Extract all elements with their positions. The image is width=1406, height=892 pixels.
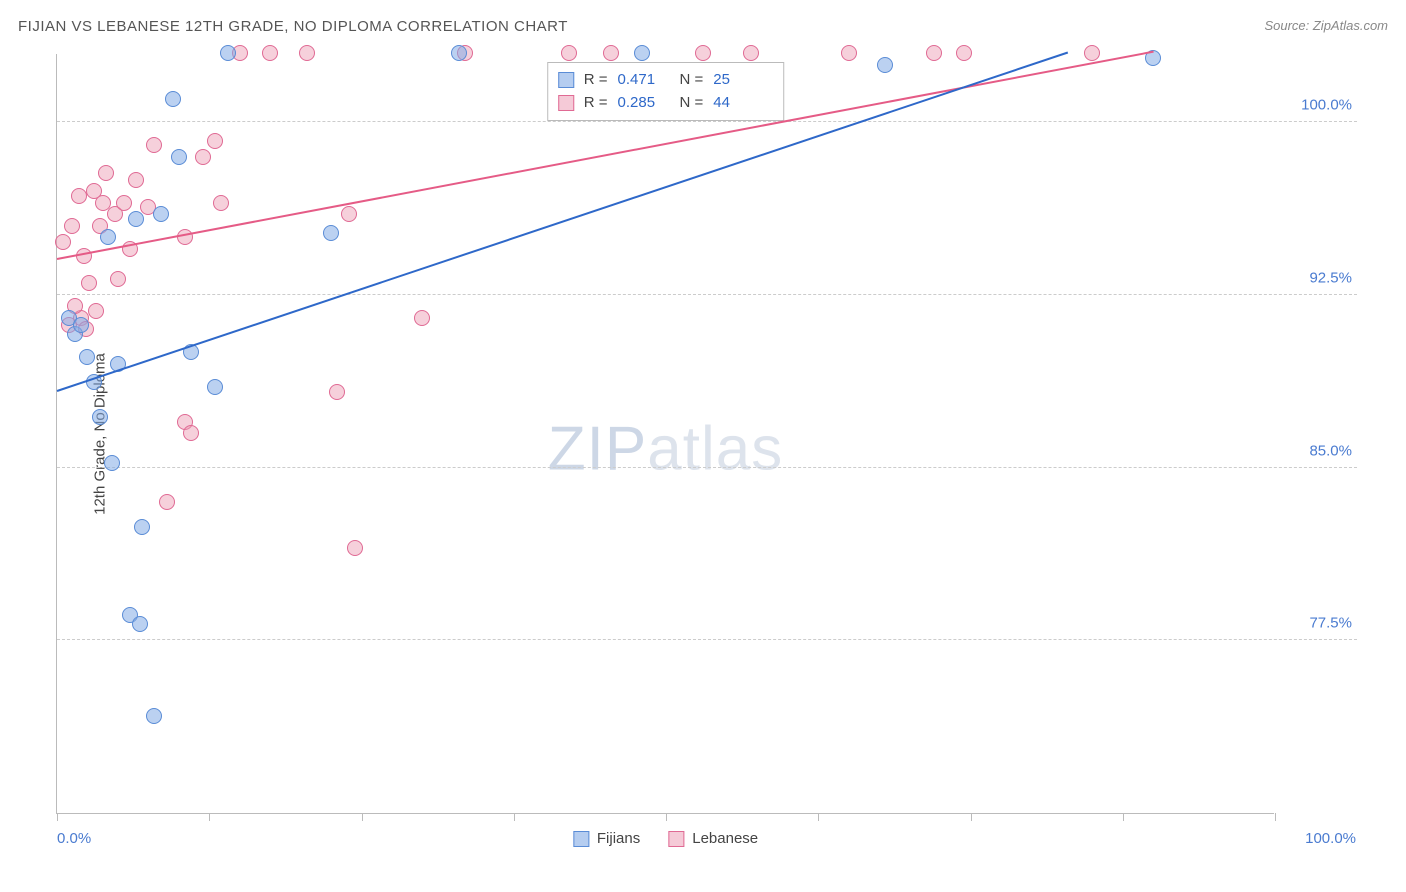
blue-swatch-icon bbox=[558, 72, 574, 88]
fijian-point bbox=[634, 45, 650, 61]
fijian-point bbox=[92, 409, 108, 425]
plot-region: 12th Grade, No Diploma ZIPatlas R =0.471… bbox=[56, 54, 1274, 814]
stats-row: R = 0.471 N = 25 bbox=[558, 69, 766, 92]
n-value: 44 bbox=[713, 92, 765, 115]
fijian-point bbox=[100, 229, 116, 245]
gridline bbox=[57, 121, 1357, 122]
r-label: R = bbox=[584, 69, 608, 92]
lebanese-point bbox=[329, 384, 345, 400]
legend-label: Fijians bbox=[597, 830, 640, 847]
fijian-point bbox=[79, 349, 95, 365]
lebanese-point bbox=[1084, 45, 1100, 61]
lebanese-point bbox=[207, 133, 223, 149]
lebanese-point bbox=[841, 45, 857, 61]
y-tick-label: 85.0% bbox=[1309, 442, 1352, 459]
lebanese-point bbox=[926, 45, 942, 61]
lebanese-point bbox=[55, 234, 71, 250]
fijian-point bbox=[134, 519, 150, 535]
lebanese-point bbox=[603, 45, 619, 61]
gridline bbox=[57, 639, 1357, 640]
fijian-point bbox=[451, 45, 467, 61]
y-tick-label: 100.0% bbox=[1301, 97, 1352, 114]
lebanese-point bbox=[695, 45, 711, 61]
x-tick bbox=[362, 813, 363, 821]
fijian-point bbox=[877, 57, 893, 73]
correlation-stats-box: R = 0.471 N = 25 R = 0.285 N = 44 bbox=[547, 62, 785, 121]
legend-item-fijians: Fijians bbox=[573, 830, 640, 847]
lebanese-point bbox=[183, 425, 199, 441]
chart-area: 12th Grade, No Diploma ZIPatlas R =0.471… bbox=[56, 54, 1356, 814]
x-axis-max-label: 100.0% bbox=[1305, 830, 1356, 847]
lebanese-point bbox=[262, 45, 278, 61]
legend: Fijians Lebanese bbox=[573, 830, 758, 847]
lebanese-point bbox=[414, 310, 430, 326]
legend-item-lebanese: Lebanese bbox=[668, 830, 758, 847]
watermark: ZIPatlas bbox=[548, 413, 783, 484]
x-axis-min-label: 0.0% bbox=[57, 830, 91, 847]
x-tick bbox=[1123, 813, 1124, 821]
lebanese-point bbox=[213, 195, 229, 211]
x-tick bbox=[971, 813, 972, 821]
fijian-point bbox=[171, 149, 187, 165]
lebanese-point bbox=[743, 45, 759, 61]
pink-swatch-icon bbox=[668, 831, 684, 847]
legend-label: Lebanese bbox=[692, 830, 758, 847]
x-tick bbox=[514, 813, 515, 821]
fijian-point bbox=[153, 206, 169, 222]
stats-row: R = 0.285 N = 44 bbox=[558, 92, 766, 115]
r-label: R = bbox=[584, 92, 608, 115]
lebanese-point bbox=[341, 206, 357, 222]
fijian-point bbox=[128, 211, 144, 227]
lebanese-point bbox=[159, 494, 175, 510]
lebanese-point bbox=[561, 45, 577, 61]
lebanese-point bbox=[71, 188, 87, 204]
gridline bbox=[57, 294, 1357, 295]
lebanese-point bbox=[81, 275, 97, 291]
r-value: 0.471 bbox=[618, 69, 670, 92]
x-tick bbox=[818, 813, 819, 821]
lebanese-point bbox=[299, 45, 315, 61]
n-value: 25 bbox=[713, 69, 765, 92]
y-tick-label: 77.5% bbox=[1309, 615, 1352, 632]
fijian-point bbox=[104, 455, 120, 471]
blue-swatch-icon bbox=[573, 831, 589, 847]
lebanese-point bbox=[956, 45, 972, 61]
lebanese-point bbox=[88, 303, 104, 319]
fijian-point bbox=[220, 45, 236, 61]
lebanese-point bbox=[116, 195, 132, 211]
source-label: Source: ZipAtlas.com bbox=[1264, 18, 1388, 33]
fijian-point bbox=[323, 225, 339, 241]
lebanese-point bbox=[347, 540, 363, 556]
fijian-point bbox=[146, 708, 162, 724]
fijian-point bbox=[207, 379, 223, 395]
gridline bbox=[57, 467, 1357, 468]
fijian-point bbox=[165, 91, 181, 107]
n-label: N = bbox=[680, 92, 704, 115]
lebanese-point bbox=[146, 137, 162, 153]
x-tick bbox=[1275, 813, 1276, 821]
lebanese-point bbox=[64, 218, 80, 234]
x-tick bbox=[666, 813, 667, 821]
fijian-point bbox=[73, 317, 89, 333]
lebanese-point bbox=[128, 172, 144, 188]
lebanese-point bbox=[195, 149, 211, 165]
y-tick-label: 92.5% bbox=[1309, 269, 1352, 286]
x-tick bbox=[209, 813, 210, 821]
lebanese-point bbox=[98, 165, 114, 181]
lebanese-point bbox=[110, 271, 126, 287]
chart-title: FIJIAN VS LEBANESE 12TH GRADE, NO DIPLOM… bbox=[18, 18, 568, 35]
n-label: N = bbox=[680, 69, 704, 92]
r-value: 0.285 bbox=[618, 92, 670, 115]
fijian-point bbox=[132, 616, 148, 632]
pink-swatch-icon bbox=[558, 95, 574, 111]
x-tick bbox=[57, 813, 58, 821]
